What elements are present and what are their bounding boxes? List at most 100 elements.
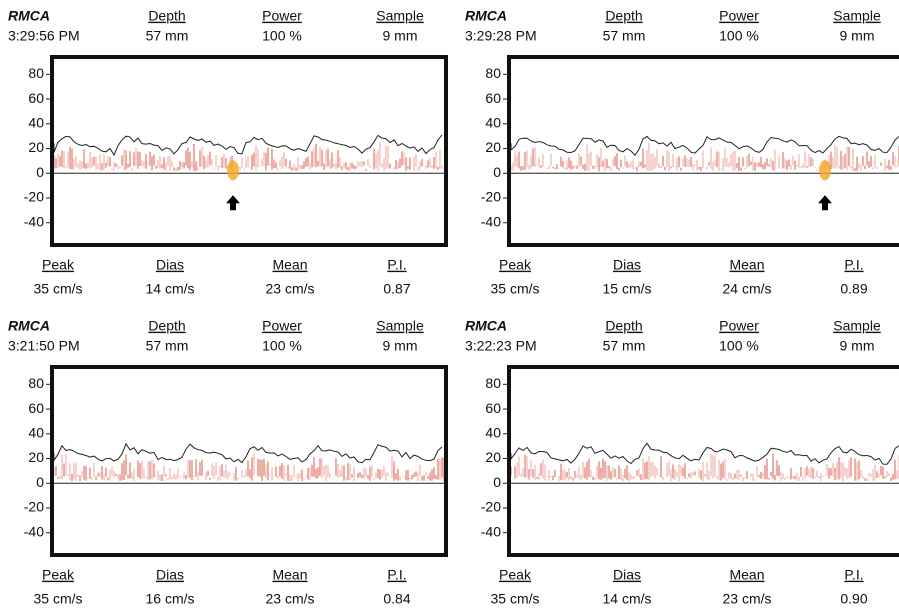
y-tick-label: -40 xyxy=(481,213,501,229)
doppler-panel: RMCA 3:21:50 PM Depth 57 mm Power 100 % Sample… xyxy=(8,318,448,607)
time: 3:29:28 PM xyxy=(465,28,537,44)
header-label: Sample xyxy=(376,8,424,24)
y-tick-label: 80 xyxy=(28,65,44,81)
header-value: 9 mm xyxy=(840,338,875,354)
footer-value: 14 cm/s xyxy=(145,281,194,297)
artifact xyxy=(819,160,831,181)
header-value: 9 mm xyxy=(840,28,875,44)
y-tick-label: -20 xyxy=(24,499,44,515)
doppler-panel: RMCA 3:29:28 PM Depth 57 mm Power 100 % Sample… xyxy=(465,8,899,297)
y-tick-label: 20 xyxy=(485,139,501,155)
footer-label: P.I. xyxy=(387,567,406,583)
vessel: RMCA xyxy=(8,318,50,334)
y-tick-label: -40 xyxy=(24,523,44,539)
footer-value: 0.87 xyxy=(383,281,410,297)
footer-label: Dias xyxy=(613,257,641,273)
header-label: Depth xyxy=(605,8,642,24)
footer-value: 35 cm/s xyxy=(490,281,539,297)
y-tick-label: -40 xyxy=(24,213,44,229)
y-tick-label: 0 xyxy=(493,164,501,180)
header-label: Sample xyxy=(833,318,881,334)
header-label: Power xyxy=(719,318,759,334)
header-label: Power xyxy=(719,8,759,24)
vessel: RMCA xyxy=(465,8,507,24)
y-tick-label: 40 xyxy=(485,424,501,440)
footer-label: Mean xyxy=(729,567,764,583)
footer-label: Peak xyxy=(499,257,532,273)
y-tick-label: 20 xyxy=(28,139,44,155)
y-tick-label: 20 xyxy=(28,449,44,465)
footer-label: Mean xyxy=(272,567,307,583)
footer-label: P.I. xyxy=(387,257,406,273)
y-tick-label: 40 xyxy=(28,424,44,440)
footer-label: P.I. xyxy=(844,257,863,273)
y-tick-label: 0 xyxy=(493,474,501,490)
header-value: 9 mm xyxy=(383,28,418,44)
y-tick-label: 20 xyxy=(485,449,501,465)
arrow xyxy=(818,195,832,211)
footer-value: 35 cm/s xyxy=(490,591,539,607)
y-tick-label: -20 xyxy=(481,189,501,205)
header-label: Depth xyxy=(605,318,642,334)
y-tick-label: 60 xyxy=(485,90,501,106)
doppler-panel: RMCA 3:22:23 PM Depth 57 mm Power 100 % Sample… xyxy=(465,318,899,607)
time: 3:29:56 PM xyxy=(8,28,80,44)
footer-value: 23 cm/s xyxy=(265,591,314,607)
header-label: Sample xyxy=(833,8,881,24)
footer-value: 16 cm/s xyxy=(145,591,194,607)
doppler-panel: RMCA 3:29:56 PM Depth 57 mm Power 100 % Sample… xyxy=(8,8,448,297)
y-tick-label: 80 xyxy=(28,375,44,391)
footer-label: Mean xyxy=(729,257,764,273)
plot-frame xyxy=(507,365,899,557)
y-tick-label: 80 xyxy=(485,65,501,81)
footer-label: Dias xyxy=(613,567,641,583)
footer-label: Peak xyxy=(499,567,532,583)
header-label: Power xyxy=(262,318,302,334)
footer-value: 23 cm/s xyxy=(722,591,771,607)
y-tick-label: 0 xyxy=(36,164,44,180)
footer-value: 35 cm/s xyxy=(33,281,82,297)
footer-value: 0.89 xyxy=(840,281,867,297)
envelope xyxy=(53,134,443,157)
header-value: 100 % xyxy=(262,338,302,354)
header-value: 9 mm xyxy=(383,338,418,354)
footer-value: 23 cm/s xyxy=(265,281,314,297)
footer-label: Peak xyxy=(42,567,75,583)
footer-value: 24 cm/s xyxy=(722,281,771,297)
time: 3:22:23 PM xyxy=(465,338,537,354)
footer-label: Mean xyxy=(272,257,307,273)
y-tick-label: 40 xyxy=(485,114,501,130)
header-value: 57 mm xyxy=(146,338,189,354)
envelope xyxy=(53,442,443,464)
header-value: 57 mm xyxy=(603,338,646,354)
header-value: 57 mm xyxy=(603,28,646,44)
y-tick-label: 60 xyxy=(28,90,44,106)
footer-label: Peak xyxy=(42,257,75,273)
artifact xyxy=(227,160,239,181)
plot-frame xyxy=(507,55,899,247)
footer-value: 15 cm/s xyxy=(602,281,651,297)
header-label: Depth xyxy=(148,8,185,24)
time: 3:21:50 PM xyxy=(8,338,80,354)
vessel: RMCA xyxy=(465,318,507,334)
header-label: Power xyxy=(262,8,302,24)
footer-value: 14 cm/s xyxy=(602,591,651,607)
footer-value: 35 cm/s xyxy=(33,591,82,607)
y-tick-label: 60 xyxy=(485,400,501,416)
arrow xyxy=(226,195,240,211)
envelope xyxy=(510,135,899,156)
footer-label: P.I. xyxy=(844,567,863,583)
y-tick-label: 0 xyxy=(36,474,44,490)
y-tick-label: -20 xyxy=(24,189,44,205)
y-tick-label: 40 xyxy=(28,114,44,130)
header-value: 57 mm xyxy=(146,28,189,44)
plot-frame xyxy=(50,55,448,247)
y-tick-label: -40 xyxy=(481,523,501,539)
footer-label: Dias xyxy=(156,567,184,583)
vessel: RMCA xyxy=(8,8,50,24)
footer-label: Dias xyxy=(156,257,184,273)
y-tick-label: 80 xyxy=(485,375,501,391)
header-value: 100 % xyxy=(719,338,759,354)
header-label: Depth xyxy=(148,318,185,334)
